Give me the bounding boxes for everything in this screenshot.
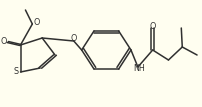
Text: S: S — [14, 67, 19, 76]
Text: NH: NH — [133, 64, 145, 73]
Text: O: O — [70, 34, 77, 43]
Text: O: O — [149, 22, 156, 31]
Text: O: O — [0, 37, 6, 46]
Text: O: O — [33, 18, 40, 27]
